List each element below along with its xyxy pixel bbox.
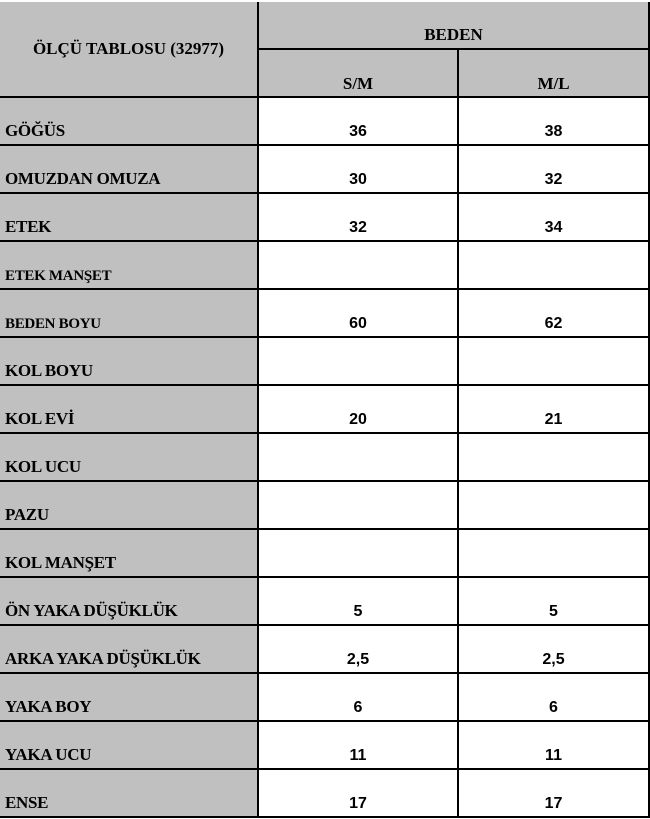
- value-sm: [257, 480, 459, 530]
- table-row: KOL MANŞET: [0, 528, 650, 578]
- value-sm: 2,5: [257, 624, 459, 674]
- value-sm: 6: [257, 672, 459, 722]
- size-header-ml: M/L: [456, 48, 650, 98]
- size-header-sm: S/M: [257, 48, 459, 98]
- row-label: YAKA UCU: [0, 720, 259, 770]
- value-ml: 2,5: [456, 624, 650, 674]
- value-sm: [257, 240, 459, 290]
- value-sm: [257, 528, 459, 578]
- value-ml: 62: [456, 288, 650, 338]
- value-sm: 60: [257, 288, 459, 338]
- table-row: BEDEN BOYU 60 62: [0, 288, 650, 338]
- table-title: ÖLÇÜ TABLOSU (32977): [0, 2, 259, 98]
- value-ml: 38: [456, 96, 650, 146]
- value-sm: [257, 432, 459, 482]
- table-row: ARKA YAKA DÜŞÜKLÜK 2,5 2,5: [0, 624, 650, 674]
- table-row: KOL EVİ 20 21: [0, 384, 650, 434]
- row-label: BEDEN BOYU: [0, 288, 259, 338]
- value-ml: 11: [456, 720, 650, 770]
- value-ml: [456, 528, 650, 578]
- value-ml: [456, 432, 650, 482]
- row-label: PAZU: [0, 480, 259, 530]
- value-sm: 20: [257, 384, 459, 434]
- row-label: KOL UCU: [0, 432, 259, 482]
- value-ml: 32: [456, 144, 650, 194]
- value-sm: 17: [257, 768, 459, 818]
- size-group-header: BEDEN: [256, 2, 650, 50]
- row-label: OMUZDAN OMUZA: [0, 144, 259, 194]
- value-sm: 32: [257, 192, 459, 242]
- row-label: YAKA BOY: [0, 672, 259, 722]
- table-row: OMUZDAN OMUZA 30 32: [0, 144, 650, 194]
- value-ml: 34: [456, 192, 650, 242]
- value-ml: 17: [456, 768, 650, 818]
- row-label: ETEK: [0, 192, 259, 242]
- value-ml: [456, 336, 650, 386]
- table-row: YAKA BOY 6 6: [0, 672, 650, 722]
- table-row: ÖN YAKA DÜŞÜKLÜK 5 5: [0, 576, 650, 626]
- value-ml: 21: [456, 384, 650, 434]
- value-ml: [456, 480, 650, 530]
- table-row: ETEK 32 34: [0, 192, 650, 242]
- value-sm: 5: [257, 576, 459, 626]
- table-row: GÖĞÜS 36 38: [0, 96, 650, 146]
- value-sm: 30: [257, 144, 459, 194]
- row-label: KOL MANŞET: [0, 528, 259, 578]
- value-ml: 6: [456, 672, 650, 722]
- table-row: KOL UCU: [0, 432, 650, 482]
- row-label: KOL EVİ: [0, 384, 259, 434]
- row-label: ETEK MANŞET: [0, 240, 259, 290]
- value-ml: 5: [456, 576, 650, 626]
- table-row: YAKA UCU 11 11: [0, 720, 650, 770]
- row-label: ENSE: [0, 768, 259, 818]
- table-row: KOL BOYU: [0, 336, 650, 386]
- value-sm: [257, 336, 459, 386]
- row-label: KOL BOYU: [0, 336, 259, 386]
- table-row: ENSE 17 17: [0, 768, 650, 818]
- value-sm: 11: [257, 720, 459, 770]
- row-label: ARKA YAKA DÜŞÜKLÜK: [0, 624, 259, 674]
- table-row: ETEK MANŞET: [0, 240, 650, 290]
- value-sm: 36: [257, 96, 459, 146]
- row-label: ÖN YAKA DÜŞÜKLÜK: [0, 576, 259, 626]
- table-row: PAZU: [0, 480, 650, 530]
- value-ml: [456, 240, 650, 290]
- row-label: GÖĞÜS: [0, 96, 259, 146]
